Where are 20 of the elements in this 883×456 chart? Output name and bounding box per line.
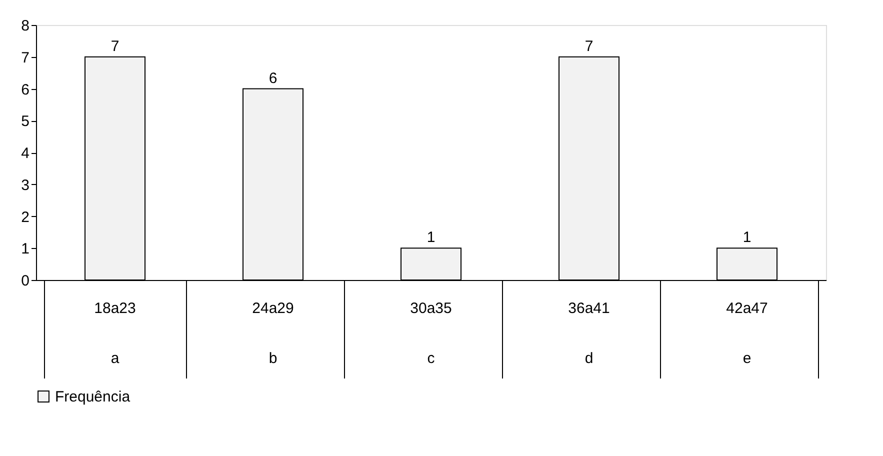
data-label: 7 <box>110 38 120 55</box>
y-tick-label: 0 <box>21 272 30 290</box>
category-label: 36a41 d <box>568 300 610 367</box>
data-label: 7 <box>584 38 594 55</box>
data-label: 1 <box>426 229 436 246</box>
y-tick-label: 6 <box>21 81 30 98</box>
category-label: 30a35 c <box>410 300 452 367</box>
y-tick-label: 2 <box>21 208 30 226</box>
category-label: 24a29 b <box>252 300 294 367</box>
category-label: 18a23 a <box>94 300 136 367</box>
y-tick-label: 1 <box>21 240 30 258</box>
data-label: 1 <box>742 229 752 246</box>
category-label: 42a47 e <box>726 300 768 367</box>
y-tick-label: 7 <box>21 49 30 66</box>
legend-label: Frequência <box>55 388 131 406</box>
y-tick-label: 8 <box>21 18 30 34</box>
data-label: 6 <box>268 70 278 87</box>
y-tick-label: 4 <box>21 145 30 162</box>
y-tick-label: 5 <box>21 113 30 130</box>
y-tick-label: 3 <box>21 176 30 194</box>
